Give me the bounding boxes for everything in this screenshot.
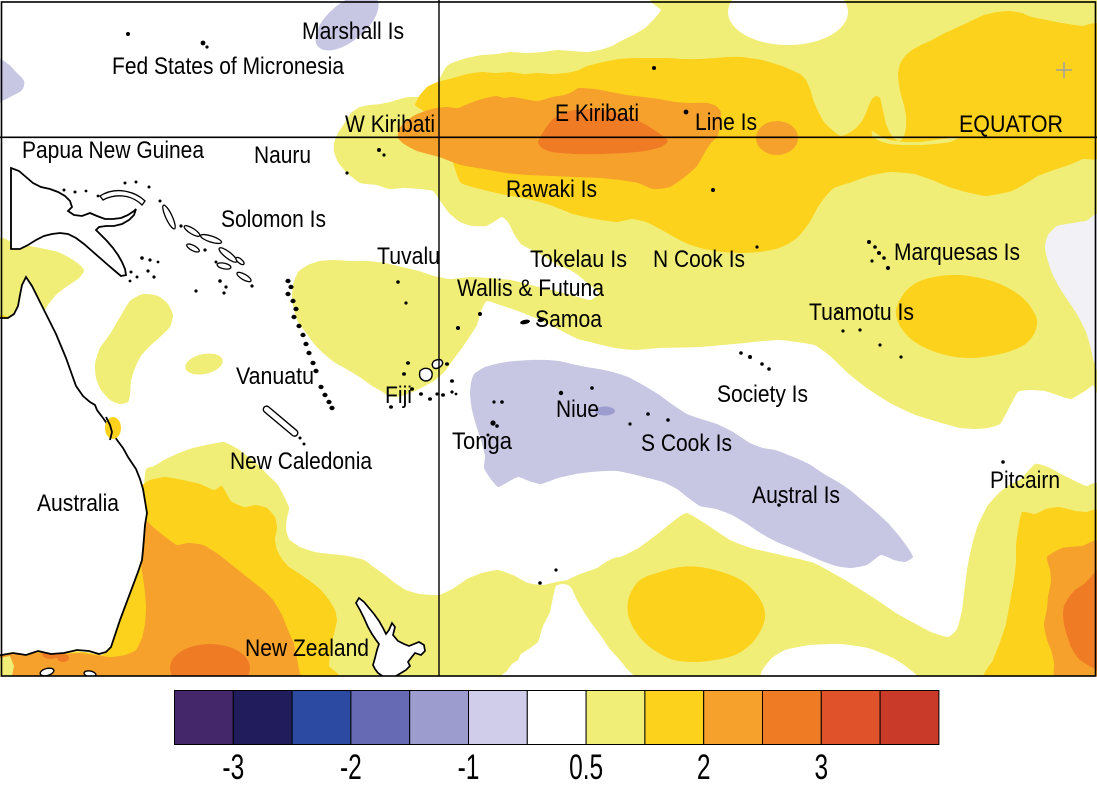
svg-text:Australia: Australia bbox=[37, 490, 119, 517]
svg-text:Nauru: Nauru bbox=[254, 142, 311, 169]
svg-text:3: 3 bbox=[814, 749, 828, 786]
svg-text:Tokelau Is: Tokelau Is bbox=[530, 246, 627, 273]
svg-text:Tuamotu Is: Tuamotu Is bbox=[809, 299, 914, 326]
svg-text:-1: -1 bbox=[458, 749, 480, 786]
svg-text:0.5: 0.5 bbox=[569, 749, 603, 786]
svg-text:S Cook Is: S Cook Is bbox=[641, 430, 732, 457]
svg-text:N Cook Is: N Cook Is bbox=[653, 246, 745, 273]
svg-text:-3: -3 bbox=[222, 749, 244, 786]
svg-text:Society Is: Society Is bbox=[717, 381, 808, 408]
svg-text:E Kiribati: E Kiribati bbox=[555, 100, 639, 127]
svg-text:Line Is: Line Is bbox=[695, 109, 757, 136]
svg-text:Fed States of Micronesia: Fed States of Micronesia bbox=[112, 53, 344, 80]
svg-text:Fiji: Fiji bbox=[385, 382, 412, 409]
svg-text:Niue: Niue bbox=[556, 396, 599, 423]
svg-text:Tuvalu: Tuvalu bbox=[377, 243, 440, 270]
svg-text:Marquesas Is: Marquesas Is bbox=[894, 239, 1020, 266]
svg-text:Papua New Guinea: Papua New Guinea bbox=[22, 137, 204, 164]
svg-text:2: 2 bbox=[697, 749, 711, 786]
svg-text:Samoa: Samoa bbox=[535, 306, 602, 333]
svg-text:Rawaki Is: Rawaki Is bbox=[506, 176, 597, 203]
svg-text:New Caledonia: New Caledonia bbox=[230, 448, 372, 475]
svg-text:Tonga: Tonga bbox=[452, 428, 512, 455]
svg-text:Wallis & Futuna: Wallis & Futuna bbox=[457, 275, 604, 302]
svg-text:Pitcairn: Pitcairn bbox=[990, 467, 1060, 494]
svg-text:-2: -2 bbox=[340, 749, 362, 786]
svg-text:Vanuatu: Vanuatu bbox=[236, 363, 314, 390]
svg-text:New Zealand: New Zealand bbox=[245, 635, 369, 662]
svg-text:EQUATOR: EQUATOR bbox=[959, 111, 1063, 138]
svg-text:Solomon Is: Solomon Is bbox=[221, 206, 326, 233]
svg-text:W Kiribati: W Kiribati bbox=[345, 111, 435, 138]
svg-text:Marshall Is: Marshall Is bbox=[302, 18, 404, 45]
svg-text:Austral Is: Austral Is bbox=[752, 482, 840, 509]
